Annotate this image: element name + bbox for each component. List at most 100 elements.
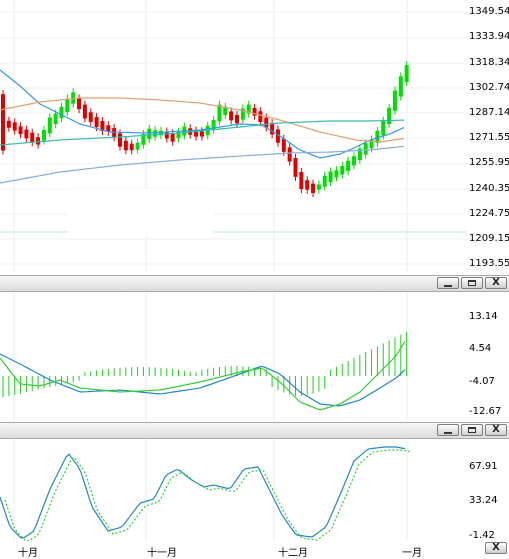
candle-body (47, 117, 52, 134)
candle-body (71, 92, 76, 104)
candle-body (246, 104, 251, 114)
candle-body (135, 142, 140, 150)
price-tick: 1255.95 (469, 157, 509, 168)
price-tick: 1224.75 (469, 208, 509, 219)
candle-body (223, 106, 228, 115)
blank-overlay (68, 189, 213, 235)
candle-body (229, 111, 234, 121)
candle-body (12, 122, 17, 131)
close-button[interactable]: X (485, 424, 507, 436)
candle-body (158, 130, 163, 136)
price-axis: 1349.54 1333.94 1318.34 1302.74 1287.14 … (467, 0, 509, 272)
candle-body (94, 117, 99, 128)
osc-tick: 33.24 (469, 495, 498, 506)
candle-body (141, 133, 146, 145)
ma-fast-line (0, 69, 405, 159)
candle-body (375, 130, 380, 143)
candle-body (252, 107, 257, 116)
oscillator-axis: 67.91 33.24 -1.42 (467, 439, 509, 541)
candle-body (211, 119, 216, 130)
candle-body (194, 130, 199, 137)
candle-body (334, 170, 339, 178)
candle-body (240, 108, 245, 120)
candle-body (170, 133, 175, 142)
candle-body (381, 120, 386, 136)
candle-body (258, 111, 263, 123)
candle-body (41, 129, 46, 141)
candle-body (311, 183, 316, 193)
price-tick: 1193.55 (469, 258, 509, 269)
candle-body (275, 129, 280, 143)
candle-body (322, 175, 327, 187)
candle-body (305, 180, 310, 190)
candle-body (316, 184, 321, 190)
close-button[interactable]: X (485, 277, 507, 289)
candle-body (106, 125, 111, 132)
candle-body (65, 98, 70, 112)
macd-tick: 13.14 (469, 311, 498, 322)
candle-body (82, 104, 87, 119)
close-button[interactable]: X (485, 542, 507, 554)
macd-tick: 4.54 (469, 343, 492, 354)
candle-body (299, 171, 304, 190)
month-label: 十二月 (278, 548, 308, 559)
minimize-button[interactable] (437, 424, 459, 436)
candle-body (404, 65, 409, 83)
month-label: 一月 (402, 548, 422, 559)
candle-body (30, 132, 35, 143)
candle-body (36, 137, 41, 145)
candle-body (287, 147, 292, 162)
maximize-button[interactable] (461, 277, 483, 289)
maximize-icon (468, 427, 476, 433)
candle-body (176, 131, 181, 139)
price-tick: 1318.34 (469, 57, 509, 68)
osc-tick: -1.42 (469, 530, 495, 541)
candle-body (217, 104, 222, 122)
macd-plot[interactable] (0, 292, 467, 422)
close-icon: X (492, 277, 500, 288)
candle-body (293, 157, 298, 177)
candle-body (270, 123, 275, 135)
candle-body (59, 106, 64, 119)
candle-body (387, 107, 392, 125)
osc-tick: 67.91 (469, 461, 498, 472)
month-label: 十一月 (147, 548, 177, 559)
candle-body (147, 128, 152, 140)
minimize-button[interactable] (437, 277, 459, 289)
macd-signal-line (0, 340, 406, 411)
candle-body (392, 90, 397, 111)
price-tick: 1287.14 (469, 107, 509, 118)
close-icon: X (492, 542, 500, 553)
month-label: 十月 (18, 548, 38, 559)
oscillator-pane: 67.91 33.24 -1.42 (0, 439, 509, 541)
minimize-icon (444, 432, 452, 434)
price-tick: 1240.35 (469, 183, 509, 194)
oscillator-plot[interactable] (0, 439, 467, 541)
time-axis: 十月 十一月 十二月 一月 X (0, 541, 509, 559)
candle-body (100, 121, 105, 131)
candle-body (129, 143, 134, 151)
candle-body (164, 131, 169, 139)
candle-body (153, 130, 158, 137)
price-tick: 1349.54 (469, 6, 509, 17)
macd-axis: 13.14 4.54 -4.07 -12.67 (467, 292, 509, 422)
price-tick: 1302.74 (469, 82, 509, 93)
oscillator-pane-titlebar: X (0, 422, 509, 439)
candle-body (352, 156, 356, 166)
price-tick: 1333.94 (469, 31, 509, 42)
close-icon: X (492, 424, 500, 435)
candle-body (346, 160, 351, 172)
candle-body (235, 114, 239, 124)
macd-pane: 13.14 4.54 -4.07 -12.67 (0, 292, 509, 422)
candle-body (118, 133, 122, 147)
ma-mid-line (0, 97, 405, 143)
candle-body (53, 113, 58, 125)
candle-body (77, 98, 82, 110)
candle-body (281, 138, 286, 152)
oscillator-line (0, 446, 406, 539)
maximize-icon (468, 280, 476, 286)
oscillator-signal-line (4, 449, 411, 541)
maximize-button[interactable] (461, 424, 483, 436)
ma-cyan-line (0, 119, 405, 146)
candle-body (88, 112, 93, 122)
